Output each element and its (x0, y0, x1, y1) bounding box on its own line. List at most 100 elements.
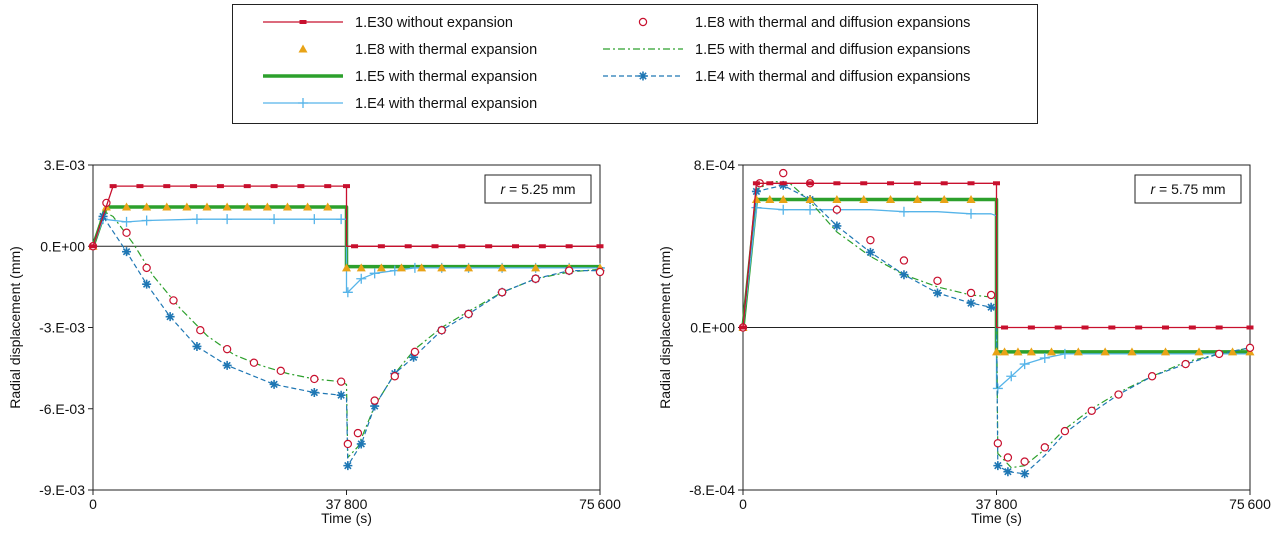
legend-svg: 1.E30 without expansion 1.E8 with thermal… (263, 15, 970, 112)
data-point (437, 326, 446, 335)
data-point (805, 204, 816, 215)
legend-marker (299, 20, 307, 24)
data-point (564, 266, 574, 275)
annotation-box: r = 5.75 mm (1134, 174, 1242, 204)
legend-entry: 1.E8 with thermal and diffusion expansio… (638, 15, 970, 31)
data-point (1127, 347, 1137, 356)
data-point (162, 202, 172, 211)
data-point (323, 202, 333, 211)
legend-entry: 1.E5 with thermal and diffusion expansio… (603, 42, 970, 58)
data-point (1108, 325, 1116, 330)
data-point (370, 401, 380, 411)
data-point (1081, 325, 1089, 330)
y-tick-label: 8.E-04 (694, 157, 735, 173)
data-point (222, 344, 232, 354)
data-point (356, 439, 366, 449)
data-point (1100, 347, 1110, 356)
annotation-box: r = 5.25 mm (484, 174, 592, 204)
data-point (192, 341, 202, 351)
data-point (1087, 406, 1096, 415)
data-point (89, 244, 97, 249)
data-point (336, 377, 346, 386)
data-point (1013, 347, 1023, 356)
legend-marker (638, 17, 648, 27)
data-point (142, 263, 151, 273)
data-point (343, 184, 350, 189)
data-point (122, 247, 132, 257)
data-point (431, 244, 439, 249)
data-point (249, 358, 259, 367)
data-point (142, 279, 152, 289)
data-point (141, 215, 152, 226)
x-axis-label: Time (s) (971, 510, 1022, 526)
data-point (1040, 443, 1049, 452)
data-point (309, 388, 319, 397)
series-line (742, 182, 1250, 329)
data-point (966, 288, 976, 298)
data-point (832, 221, 842, 231)
data-point (216, 184, 224, 189)
data-point (336, 390, 346, 400)
legend-label: 1.E8 with thermal and diffusion expansio… (695, 15, 970, 31)
data-point (966, 208, 977, 219)
data-point (464, 309, 473, 319)
data-point (282, 202, 292, 211)
data-point (1046, 347, 1056, 356)
x-tick-label: 37 800 (326, 496, 368, 512)
chart-left: 3.E-03 0.E+00 -3.E-03 -6.E-03 -9.E-030 37 800… (7, 157, 621, 526)
legend-entry: 1.E4 with thermal and diffusion expansio… (603, 69, 970, 85)
data-point (1059, 348, 1070, 359)
data-point (596, 244, 604, 249)
legend-label: 1.E8 with thermal expansion (355, 42, 537, 58)
data-point (356, 273, 367, 284)
data-point (899, 270, 909, 280)
annotation-text: r = 5.75 mm (1150, 181, 1225, 197)
data-point (1060, 426, 1070, 436)
series-2 (88, 202, 605, 272)
data-point (1039, 352, 1050, 363)
data-point (165, 312, 175, 322)
data-point (993, 461, 1003, 471)
data-point (1020, 457, 1029, 466)
legend-marker (298, 44, 308, 53)
data-point (751, 186, 761, 196)
data-point (191, 214, 202, 225)
legend-entry: 1.E30 without expansion (263, 15, 513, 31)
data-point (309, 214, 320, 225)
data-point (966, 298, 976, 308)
data-point (766, 181, 774, 186)
data-point (269, 379, 279, 389)
series-line (742, 184, 1251, 475)
x-tick-label: 0 (89, 496, 97, 512)
data-point (1006, 371, 1017, 382)
data-point (297, 184, 305, 189)
data-point (1246, 325, 1254, 330)
data-point (512, 244, 519, 249)
data-point (531, 263, 541, 272)
data-point (778, 195, 788, 204)
data-point (805, 195, 815, 204)
data-point (497, 288, 507, 297)
data-point (222, 360, 232, 370)
data-point (967, 181, 975, 186)
data-point (222, 202, 232, 211)
data-point (1188, 325, 1196, 330)
data-point (369, 268, 380, 279)
data-point (833, 181, 841, 186)
data-point (182, 202, 192, 211)
data-point (898, 206, 909, 217)
data-point (342, 263, 351, 272)
data-point (409, 352, 419, 362)
data-point (269, 214, 280, 225)
data-point (497, 263, 507, 272)
data-point (939, 195, 949, 204)
data-point (390, 372, 399, 381)
data-point (932, 288, 942, 298)
legend-label: 1.E5 with thermal and diffusion expansio… (695, 42, 970, 58)
data-point (531, 274, 540, 283)
annotation-text: r = 5.25 mm (500, 181, 575, 197)
x-axis-label: Time (s) (321, 510, 372, 526)
data-point (933, 276, 942, 285)
data-point (343, 461, 353, 471)
data-point (1245, 343, 1255, 353)
